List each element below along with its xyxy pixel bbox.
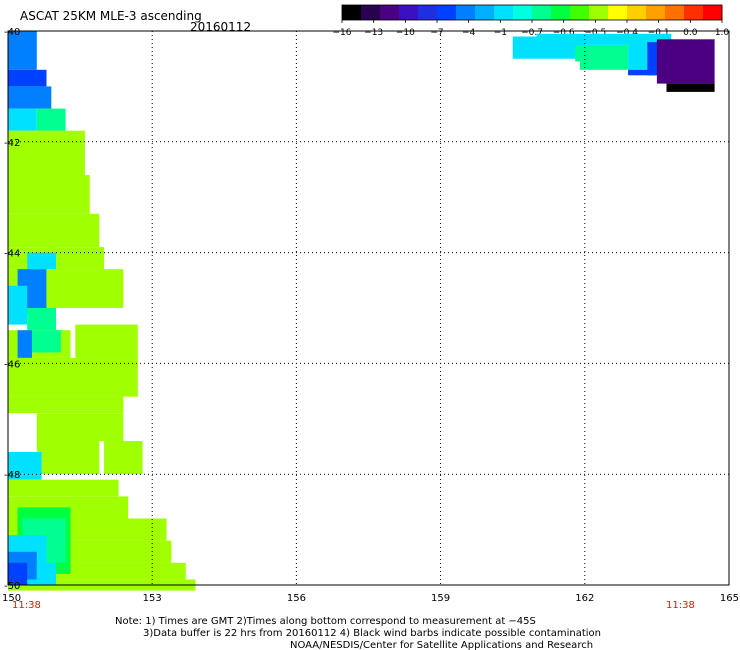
colorbar-segment bbox=[684, 5, 704, 20]
west-swath-cell bbox=[36, 562, 56, 585]
colorbar-segment bbox=[475, 5, 495, 20]
east-swath-cell bbox=[628, 42, 648, 70]
y-tick-label: -50 bbox=[4, 581, 20, 592]
note-line-3: NOAA/NESDIS/Center for Satellite Applica… bbox=[290, 640, 593, 650]
note-line-2: 3)Data buffer is 22 hrs from 20160112 4)… bbox=[143, 628, 601, 639]
colorbar-segment bbox=[494, 5, 514, 20]
colorbar-segment bbox=[665, 5, 685, 20]
colorbar-segment bbox=[456, 5, 476, 20]
y-tick-label: -40 bbox=[4, 27, 20, 38]
east-swath-cell bbox=[666, 83, 715, 92]
colorbar-segment bbox=[399, 5, 419, 20]
west-swath-cell bbox=[17, 330, 32, 358]
x-tick-label: 150 bbox=[2, 593, 21, 604]
west-swath-cell bbox=[8, 285, 28, 325]
west-swath-cell bbox=[8, 130, 85, 175]
plot-frame bbox=[7, 30, 730, 586]
colorbar-tick-label: −16 bbox=[333, 28, 352, 38]
chart-title: ASCAT 25KM MLE-3 ascending bbox=[20, 9, 202, 23]
colorbar-segment bbox=[703, 5, 723, 20]
y-axis-ticks: -40 -42 -44 -46 -48 -50 bbox=[4, 27, 20, 592]
colorbar-tick-label: −10 bbox=[396, 28, 415, 38]
west-swath-cell bbox=[8, 357, 138, 397]
time-label-left: 11:38 bbox=[12, 600, 41, 611]
east-swath-cell bbox=[580, 61, 629, 70]
x-tick-label: 162 bbox=[575, 593, 594, 604]
note-line-1: Note: 1) Times are GMT 2)Times along bot… bbox=[115, 616, 536, 627]
x-tick-label: 165 bbox=[720, 593, 739, 604]
west-swath-cell bbox=[8, 396, 124, 414]
colorbar bbox=[341, 4, 723, 21]
east-swath-cell bbox=[575, 44, 629, 62]
west-swath-cell bbox=[8, 562, 28, 585]
colorbar-segment bbox=[608, 5, 628, 20]
west-swath-cell bbox=[8, 479, 119, 497]
x-tick-label: 153 bbox=[143, 593, 162, 604]
colorbar-tick-label: −0.4 bbox=[616, 28, 638, 38]
west-swath-cell bbox=[36, 108, 66, 131]
colorbar-segment bbox=[646, 5, 666, 20]
east-swath-cell bbox=[536, 33, 672, 45]
grid bbox=[8, 31, 729, 585]
colorbar-segment bbox=[551, 5, 571, 20]
west-swath-cell bbox=[8, 86, 52, 109]
west-swath-cell bbox=[8, 175, 90, 214]
west-swath-cell bbox=[8, 213, 100, 247]
time-label-right: 11:38 bbox=[666, 600, 695, 611]
chart-date: 20160112 bbox=[190, 20, 251, 34]
east-swath-cell bbox=[512, 36, 585, 59]
west-swath-cell bbox=[36, 413, 124, 441]
west-swath-cell bbox=[8, 108, 37, 131]
y-tick-label: -42 bbox=[4, 138, 20, 149]
colorbar-segment bbox=[532, 5, 552, 20]
x-tick-label: 159 bbox=[431, 593, 450, 604]
colorbar-segment bbox=[589, 5, 609, 20]
west-swath-cell bbox=[36, 441, 100, 475]
colorbar-segment bbox=[437, 5, 457, 20]
colorbar-tick-label: −0.1 bbox=[648, 28, 670, 38]
colorbar-segment bbox=[342, 5, 362, 20]
colorbar-tick-label: −0.7 bbox=[521, 28, 543, 38]
east-swath-cell bbox=[656, 39, 715, 84]
colorbar-labels: −16 −13 −10 −7 −4 −1 −0.7 −0.6 −0.5 −0.4 −0.1 0.0 1.… bbox=[333, 20, 730, 38]
colorbar-tick-label: −0.5 bbox=[584, 28, 606, 38]
colorbar-segment bbox=[570, 5, 590, 20]
west-swath-cell bbox=[8, 31, 37, 70]
y-tick-label: -44 bbox=[4, 249, 20, 260]
colorbar-tick-label: 1.0 bbox=[715, 28, 730, 38]
colorbar-tick-label: −0.6 bbox=[553, 28, 575, 38]
y-tick-label: -48 bbox=[4, 470, 20, 481]
colorbar-tick-label: 0.0 bbox=[683, 28, 698, 38]
colorbar-segment bbox=[380, 5, 400, 20]
west-swath-cell bbox=[8, 69, 47, 87]
swath-cells bbox=[8, 31, 715, 591]
colorbar-tick-label: −4 bbox=[462, 28, 476, 38]
colorbar-segment bbox=[627, 5, 647, 20]
x-tick-label: 156 bbox=[287, 593, 306, 604]
colorbar-segment bbox=[418, 5, 438, 20]
west-swath-cell bbox=[104, 441, 143, 475]
east-swath-cell bbox=[628, 69, 672, 76]
west-swath-cell bbox=[32, 330, 61, 353]
west-swath-cell bbox=[8, 247, 105, 270]
colorbar-tick-label: −7 bbox=[430, 28, 443, 38]
colorbar-tick-label: −13 bbox=[364, 28, 383, 38]
west-swath-cell bbox=[27, 252, 56, 270]
colorbar-segment bbox=[513, 5, 533, 20]
colorbar-segment bbox=[361, 5, 381, 20]
west-swath-cell bbox=[27, 308, 56, 331]
x-axis-ticks: 150 153 156 159 162 165 bbox=[2, 593, 739, 604]
y-tick-label: -46 bbox=[4, 359, 20, 370]
west-swath-cell bbox=[8, 452, 42, 480]
colorbar-tick-label: −1 bbox=[494, 28, 507, 38]
